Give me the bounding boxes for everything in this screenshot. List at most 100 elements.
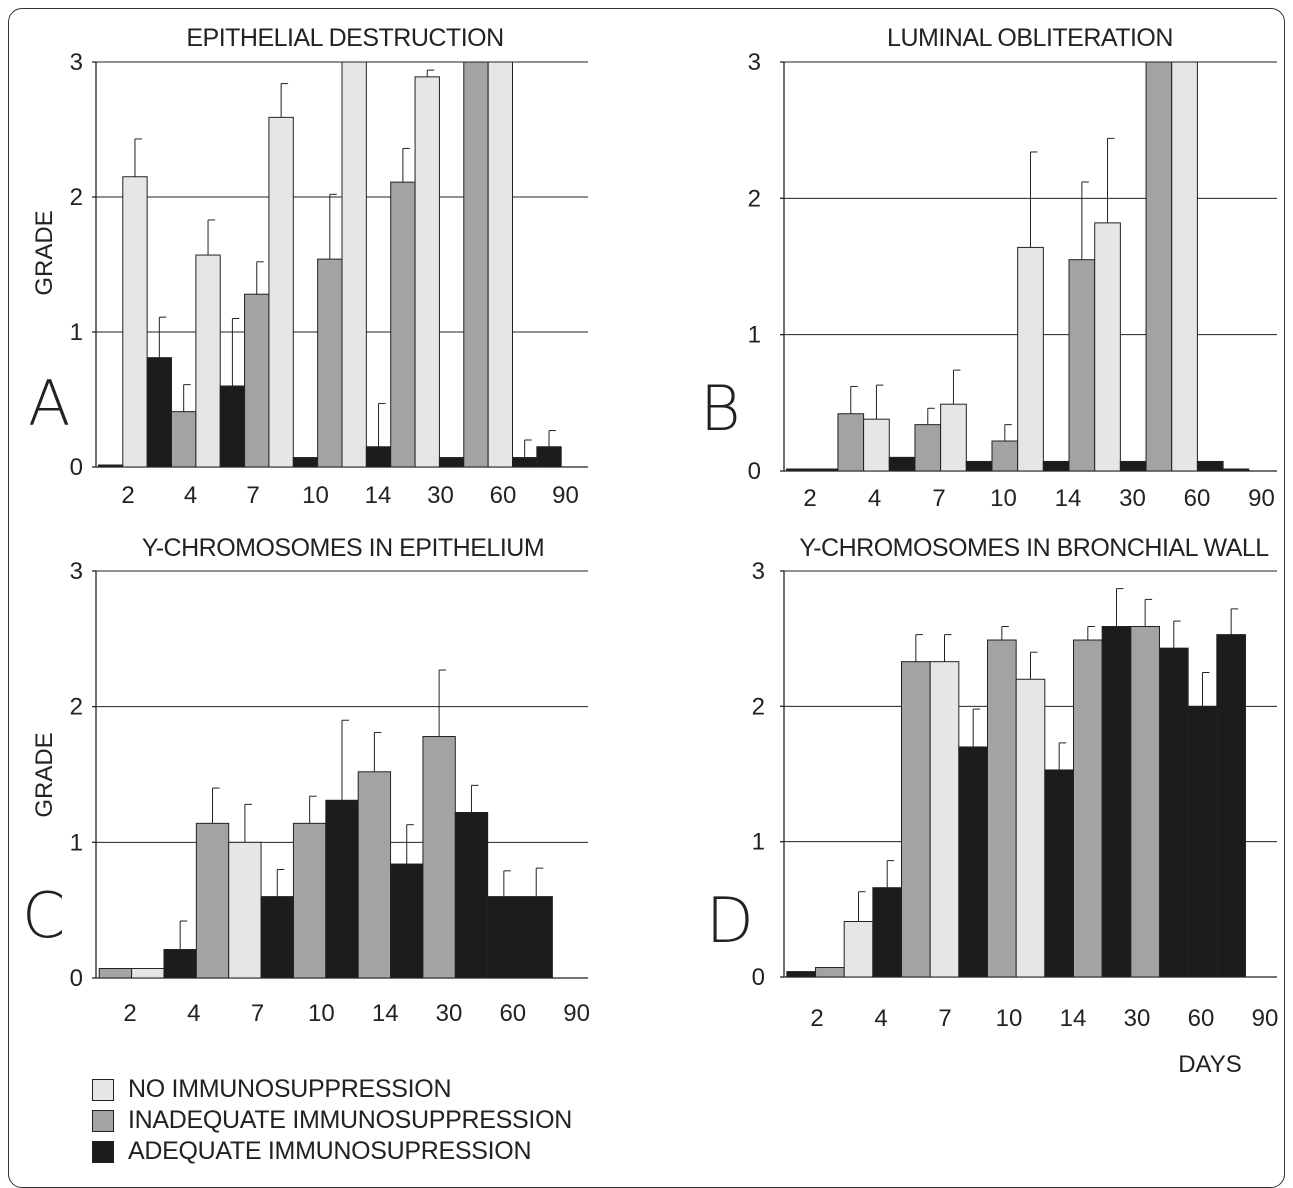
legend-swatch-none <box>92 1078 114 1101</box>
bar-none <box>122 176 148 468</box>
bar-inadequate <box>914 424 942 472</box>
bar-none <box>341 61 367 468</box>
panel-b: 0 1 2 3 LUMINAL OBLITERATION B 2 4 7 10 14 30 60 90 <box>700 24 1277 512</box>
x-tick-label: 2 <box>121 482 134 509</box>
bar-inadequate <box>463 61 489 468</box>
bar-none <box>131 968 165 979</box>
y-tick-label: 2 <box>748 185 761 212</box>
bar-adequate <box>1216 634 1246 978</box>
bar-adequate <box>390 863 424 979</box>
legend-label-none: NO IMMUNOSUPPRESSION <box>128 1075 452 1103</box>
bar-adequate <box>872 887 903 978</box>
legend-item-inadequate: INADEQUATE IMMUNOSUPPRESSION <box>92 1105 572 1136</box>
y-tick-label: 3 <box>752 558 765 585</box>
bar-inadequate <box>98 968 133 979</box>
x-tick-label: 4 <box>184 482 197 509</box>
bar-inadequate <box>422 736 456 979</box>
bar-none <box>843 921 874 978</box>
y-tick-label: 2 <box>752 693 765 720</box>
bar-adequate <box>1119 460 1147 472</box>
bar-none <box>268 116 294 468</box>
x-tick-label: 14 <box>365 482 392 509</box>
legend-label-adequate: ADEQUATE IMMUNOSUPRESSION <box>128 1137 532 1165</box>
bar-none <box>929 661 960 978</box>
bar-none <box>1094 222 1121 472</box>
panel-letter: B <box>700 372 741 445</box>
bar-inadequate <box>837 413 865 472</box>
chart-title: LUMINAL OBLITERATION <box>887 24 1173 52</box>
bar-adequate <box>438 457 465 468</box>
bar-adequate <box>163 949 197 979</box>
bar-adequate <box>487 896 521 979</box>
bar-adequate <box>965 460 993 472</box>
x-tick-label: 7 <box>932 485 945 512</box>
x-tick-label: 30 <box>1124 1005 1151 1032</box>
bar-inadequate <box>292 822 327 979</box>
x-tick-label: 14 <box>1060 1005 1087 1032</box>
x-tick-label: 2 <box>810 1005 823 1032</box>
panel-c: 0 1 2 3 Y-CHROMOSOMES IN EPITHELIUM C GRADE 2 4 7… <box>22 534 590 1027</box>
x-tick-label: 90 <box>1248 485 1275 512</box>
bar-none <box>1015 678 1046 978</box>
bar-adequate <box>1044 769 1074 978</box>
x-tick-label: 90 <box>552 482 579 509</box>
x-tick-label: 4 <box>868 485 881 512</box>
bar-none <box>1017 246 1044 472</box>
x-tick-label: 10 <box>302 482 329 509</box>
bar-adequate <box>325 799 359 979</box>
bar-adequate <box>146 357 173 468</box>
bar-adequate <box>260 896 294 979</box>
y-tick-label: 1 <box>70 319 83 346</box>
bar-adequate <box>97 464 124 468</box>
x-tick-label: 10 <box>996 1005 1023 1032</box>
chart-title: EPITHELIAL DESTRUCTION <box>186 24 503 52</box>
legend-swatch-inadequate <box>92 1109 114 1132</box>
chart-title: Y-CHROMOSOMES IN BRONCHIAL WALL <box>799 534 1269 562</box>
bar-inadequate <box>815 967 845 978</box>
bar-inadequate <box>1145 61 1173 472</box>
bar-adequate <box>454 811 489 979</box>
bar-none <box>195 254 221 468</box>
x-tick-label: 90 <box>563 1000 590 1027</box>
chart-title: Y-CHROMOSOMES IN EPITHELIUM <box>142 534 544 562</box>
y-tick-label: 3 <box>70 49 83 76</box>
bar-adequate <box>519 896 553 979</box>
bar-adequate <box>1101 625 1132 978</box>
panel-a: 0 1 2 3 EPITHELIAL DESTRUCTION A GRADE 2 4 7 10 14 3… <box>28 24 588 509</box>
bar-inadequate <box>390 181 416 468</box>
bar-inadequate <box>357 771 392 979</box>
bar-none <box>228 841 262 979</box>
bar-adequate <box>1196 460 1224 472</box>
bar-inadequate <box>171 411 197 468</box>
x-tick-label: 10 <box>308 1000 335 1027</box>
bar-adequate <box>958 746 989 978</box>
bar-inadequate <box>991 440 1019 472</box>
bar-adequate <box>1187 705 1218 978</box>
y-tick-label: 0 <box>748 458 761 485</box>
bar-adequate <box>219 385 246 468</box>
bar-adequate <box>511 457 538 468</box>
y-tick-label: 1 <box>752 829 765 856</box>
x-tick-label: 30 <box>1119 485 1146 512</box>
panel-letter: A <box>28 367 70 440</box>
bar-inadequate <box>195 822 230 979</box>
y-axis-label: GRADE <box>31 210 58 295</box>
x-tick-label: 60 <box>1188 1005 1215 1032</box>
bar-none <box>414 76 440 468</box>
bar-none <box>1171 61 1198 472</box>
x-tick-label: 4 <box>874 1005 887 1032</box>
y-tick-label: 3 <box>70 558 83 585</box>
x-tick-label: 7 <box>246 482 259 509</box>
x-axis-label: DAYS <box>1178 1051 1242 1078</box>
legend-swatch-adequate <box>92 1140 114 1163</box>
bar-adequate <box>1042 460 1070 472</box>
bar-adequate <box>365 446 392 468</box>
x-tick-label: 14 <box>1055 485 1082 512</box>
x-tick-label: 14 <box>372 1000 399 1027</box>
legend-label-inadequate: INADEQUATE IMMUNOSUPPRESSION <box>128 1106 572 1134</box>
bar-adequate <box>786 971 817 978</box>
bar-adequate <box>786 468 813 472</box>
y-axis-label: GRADE <box>31 732 58 817</box>
bar-none <box>940 403 967 472</box>
